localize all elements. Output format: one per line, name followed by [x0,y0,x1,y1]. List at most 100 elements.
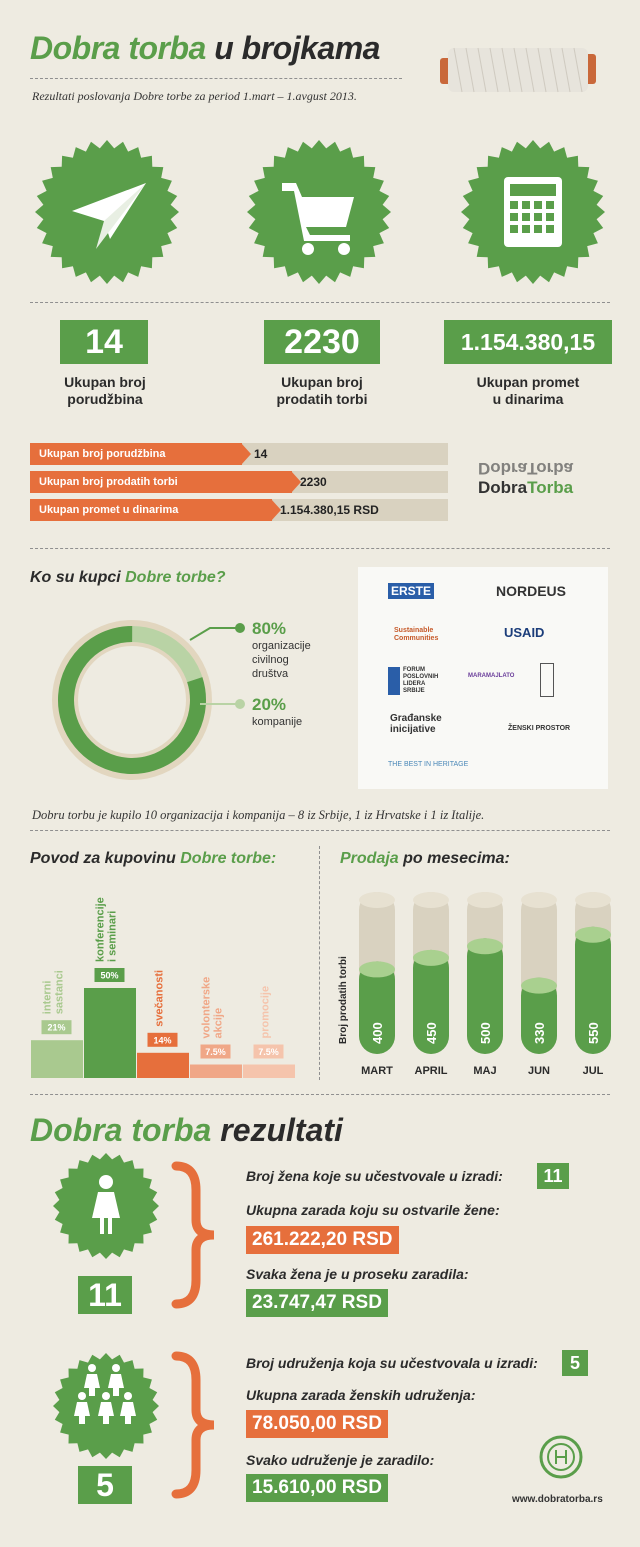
women-count-question: Broj žena koje su učestvovale u izradi: [246,1168,503,1184]
bar-orders-label: Ukupan broj porudžbina [30,443,242,465]
logo-heritage: THE BEST IN HERITAGE [388,761,469,768]
legend-organizations: 80% organizacije civilnog društva [252,619,311,680]
brace-icon [171,1351,215,1499]
month-bar-top [575,926,611,943]
reason-bar [137,1052,189,1078]
logo-sustainable: Sustainable Communities [394,627,439,642]
month-bar-cap [359,892,395,908]
buyers-caption: Dobru torbu je kupilo 10 organizacija i … [32,808,485,822]
thread-spool-icon [440,47,596,93]
reason-category-label: internisastanci [42,970,66,1014]
divider [30,78,402,79]
bar-arrow [241,443,251,465]
women-count: 11 [78,1276,132,1314]
logo-zenski: ŽENSKI PROSTOR [508,725,571,732]
reason-value-label: 7.5% [205,1047,226,1057]
women-earnings-question: Ukupna zarada koju su ostvarile žene: [246,1202,500,1218]
bar-orders-value: 14 [254,447,268,461]
group-icon [74,1364,136,1424]
reason-value-label: 21% [47,1023,65,1033]
bar-arrow [291,471,301,493]
paper-plane-icon [72,183,146,249]
stat-orders-label: Ukupan broj porudžbina [64,374,146,407]
divider [30,1094,610,1095]
stat-revenue-label: Ukupan promet u dinarima [476,374,580,407]
calculator-badge [461,140,605,284]
brand-logo: DobraTorba [478,478,574,497]
month-value-label: 500 [478,1022,493,1044]
stat-bags-label: Ukupan broj prodatih torbi [276,374,368,407]
stat-revenue-value: 1.154.380,15 [444,320,612,364]
reason-bar [31,1040,83,1078]
buyer-logos-panel: ERSTE NORDEUS Sustainable Communities US… [358,567,608,789]
month-bar-cap [521,892,557,908]
women-average-question: Svaka žena je u proseku zaradila: [246,1266,469,1282]
month-bar-top [413,949,449,966]
results-heading: Dobra torba rezultati [30,1112,343,1148]
month-category-label: MAJ [473,1065,496,1077]
stat-orders-value: 14 [60,320,148,364]
reasons-chart-title: Povod za kupovinu Dobre torbe: [30,850,277,867]
bar-revenue-track: 1.154.380,15 RSD [270,499,448,521]
logo-maramajlato: MARAMAJLATO [468,673,515,679]
women-count-value: 11 [537,1163,569,1189]
month-bar [467,938,503,1054]
shopping-cart-icon [282,183,354,255]
bar-bags-value: 2230 [300,475,327,489]
women-earnings-value: 261.222,20 RSD [246,1226,399,1254]
reason-category-label: svečanosti [154,970,166,1027]
month-category-label: JUN [528,1065,550,1077]
logo-gradjanske: Građanske inicijative [390,713,442,735]
divider [30,548,610,549]
reason-value-box [94,968,125,982]
woman-badge [53,1153,159,1259]
woman-icon [92,1175,120,1234]
brand-logo-reflection: DobraTorba [478,459,574,478]
stat-bags-value: 2230 [264,320,380,364]
reason-value-label: 50% [100,971,118,981]
monthly-y-axis-label: Broj prodatih torbi [338,956,349,1044]
reason-category-label: volonterskeakcije [201,977,225,1039]
bar-arrow [271,499,281,521]
divider [30,302,610,303]
month-bar-cap [575,892,611,908]
divider [30,830,610,831]
bar-revenue-label: Ukupan promet u dinarima [30,499,272,521]
associations-average-question: Svako udruženje je zaradilo: [246,1452,435,1468]
associations-count-question: Broj udruženja koja su učestvovala u izr… [246,1355,538,1371]
reason-value-box [200,1044,231,1059]
buyers-donut-chart [52,620,245,780]
reason-bar [243,1064,295,1078]
logo-usaid: USAID [504,625,545,640]
bar-orders-track: 14 [240,443,448,465]
monthly-chart-title: Prodaja po mesecima: [340,850,510,867]
associations-earnings-value: 78.050,00 RSD [246,1410,388,1438]
women-average-value: 23.747,47 RSD [246,1289,388,1317]
month-bar-top [467,938,503,955]
legend-dot-companies [235,699,245,709]
brace-icon [171,1161,215,1309]
month-bar [521,977,557,1054]
logo-forum: FORUM POSLOVNIH LIDERA SRBIJE [388,667,438,695]
associations-average-value: 15.610,00 RSD [246,1474,388,1502]
reason-category-label: konferencijei seminari [95,897,119,962]
bar-bags-track: 2230 [290,471,448,493]
associations-earnings-question: Ukupna zarada ženskih udruženja: [246,1387,476,1403]
reason-value-label: 7.5% [258,1047,279,1057]
associations-count-value: 5 [562,1350,588,1376]
group-badge [53,1353,159,1459]
page-title: Dobra torba u brojkama [30,30,380,66]
month-category-label: MART [361,1065,393,1077]
month-value-label: 550 [586,1022,601,1044]
legend-dot-organizations [235,623,245,633]
month-bar-top [521,977,557,994]
month-bar-top [359,961,395,978]
legend-companies: 20% kompanije [252,695,303,728]
month-category-label: APRIL [415,1065,448,1077]
stamp-logo-icon [539,1435,583,1479]
reason-bar [84,988,136,1078]
shopping-cart-badge [247,140,391,284]
bar-bags-label: Ukupan broj prodatih torbi [30,471,292,493]
reason-value-box [253,1044,284,1059]
subtitle: Rezultati poslovanja Dobre torbe za peri… [32,89,357,103]
